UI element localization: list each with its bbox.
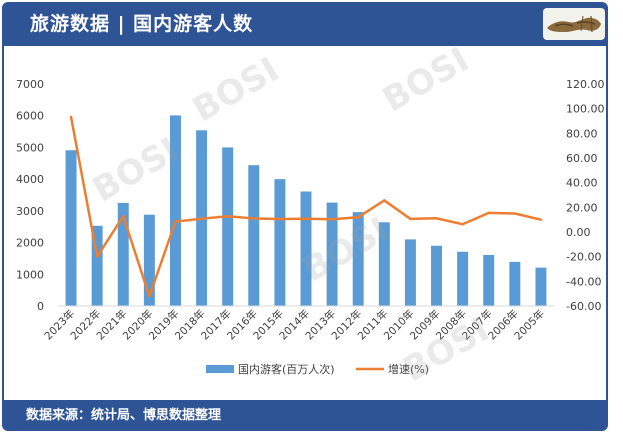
right-axis-tick-label: -60.00 xyxy=(566,300,601,313)
bar xyxy=(169,115,181,306)
growth-point xyxy=(69,115,73,119)
right-axis-tick-label: 120.00 xyxy=(566,78,604,91)
right-axis-tick-label: 60.00 xyxy=(566,152,598,165)
growth-point xyxy=(148,295,151,298)
source-note: 数据来源：统计局、博思数据整理 xyxy=(26,408,222,423)
growth-point xyxy=(357,216,360,219)
right-axis-tick-label: -20.00 xyxy=(566,251,601,264)
bar xyxy=(404,239,416,306)
bar xyxy=(248,165,260,306)
bar xyxy=(117,202,129,306)
left-axis-tick-label: 7000 xyxy=(16,78,44,91)
bar xyxy=(431,245,443,306)
right-axis-tick-label: 80.00 xyxy=(566,127,598,140)
legend-bar-swatch xyxy=(206,365,234,373)
right-axis-tick-label: 40.00 xyxy=(566,177,598,190)
frame-border xyxy=(2,46,608,400)
bar xyxy=(352,212,364,306)
bar xyxy=(509,261,521,306)
bar xyxy=(274,179,286,306)
growth-point xyxy=(174,220,177,223)
left-axis-tick-label: 5000 xyxy=(16,141,44,154)
bar xyxy=(143,214,155,306)
bar xyxy=(378,222,390,306)
bar xyxy=(222,147,234,306)
right-axis-tick-label: 100.00 xyxy=(566,103,604,116)
brand-badge-icon xyxy=(543,8,605,40)
growth-point xyxy=(539,218,543,221)
growth-point xyxy=(200,217,203,220)
right-axis-tick-label: -40.00 xyxy=(566,275,601,288)
growth-point xyxy=(409,217,412,221)
growth-point xyxy=(122,215,125,218)
legend-line-label: 增速(%) xyxy=(388,362,429,376)
growth-point xyxy=(435,217,438,220)
growth-point xyxy=(226,215,229,218)
right-axis-tick-label: 20.00 xyxy=(566,201,598,214)
growth-point xyxy=(513,212,517,215)
legend-bar-label: 国内游客(百万人次) xyxy=(238,362,335,376)
growth-point xyxy=(252,217,255,220)
left-axis-tick-label: 3000 xyxy=(16,205,44,218)
header-bar: 旅游数据 | 国内游客人数 xyxy=(2,2,608,46)
bar xyxy=(457,251,469,306)
bar xyxy=(326,202,338,306)
growth-point xyxy=(304,217,308,221)
bar xyxy=(535,267,547,306)
bar xyxy=(300,191,312,306)
left-axis-tick-label: 6000 xyxy=(16,110,44,123)
left-axis-tick-label: 4000 xyxy=(16,173,44,186)
growth-point xyxy=(330,218,334,221)
left-axis-tick-label: 0 xyxy=(37,300,44,313)
growth-point xyxy=(95,255,99,258)
growth-point xyxy=(487,211,490,215)
left-axis-tick-label: 1000 xyxy=(16,268,44,281)
right-axis-tick-label: 0.00 xyxy=(566,226,591,239)
growth-point xyxy=(278,217,282,221)
growth-point xyxy=(383,199,386,202)
footer-bar: 数据来源：统计局、博思数据整理 xyxy=(2,400,608,431)
bar xyxy=(91,225,103,306)
growth-point xyxy=(461,223,464,226)
left-axis-tick-label: 2000 xyxy=(16,237,44,250)
bar xyxy=(483,254,495,306)
combo-chart: 0 1000 2000 3000 4000 5000 6000 7000 -60.00 -40.0… xyxy=(16,78,605,376)
plot-area: 0 1000 2000 3000 4000 5000 6000 7000 -60.00 -40.0… xyxy=(6,52,605,392)
page-title: 旅游数据 | 国内游客人数 xyxy=(30,13,254,35)
bar xyxy=(65,150,77,306)
